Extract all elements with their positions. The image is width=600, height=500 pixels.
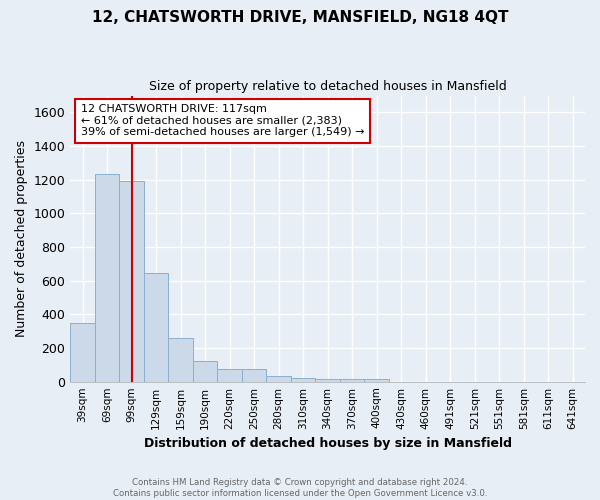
Text: 12, CHATSWORTH DRIVE, MANSFIELD, NG18 4QT: 12, CHATSWORTH DRIVE, MANSFIELD, NG18 4Q… [92, 10, 508, 25]
Title: Size of property relative to detached houses in Mansfield: Size of property relative to detached ho… [149, 80, 506, 93]
Y-axis label: Number of detached properties: Number of detached properties [15, 140, 28, 337]
Bar [119, 182, 144, 382]
Bar [340, 379, 364, 382]
Bar [266, 376, 291, 382]
Text: 12 CHATSWORTH DRIVE: 117sqm
← 61% of detached houses are smaller (2,383)
39% of : 12 CHATSWORTH DRIVE: 117sqm ← 61% of det… [80, 104, 364, 138]
Bar [217, 370, 242, 382]
Bar [364, 379, 389, 382]
Bar [242, 370, 266, 382]
Bar [316, 379, 340, 382]
Bar [291, 378, 316, 382]
Bar [95, 174, 119, 382]
Text: Contains HM Land Registry data © Crown copyright and database right 2024.
Contai: Contains HM Land Registry data © Crown c… [113, 478, 487, 498]
X-axis label: Distribution of detached houses by size in Mansfield: Distribution of detached houses by size … [143, 437, 512, 450]
Bar [193, 361, 217, 382]
Bar [169, 338, 193, 382]
Bar [70, 323, 95, 382]
Bar [144, 273, 169, 382]
